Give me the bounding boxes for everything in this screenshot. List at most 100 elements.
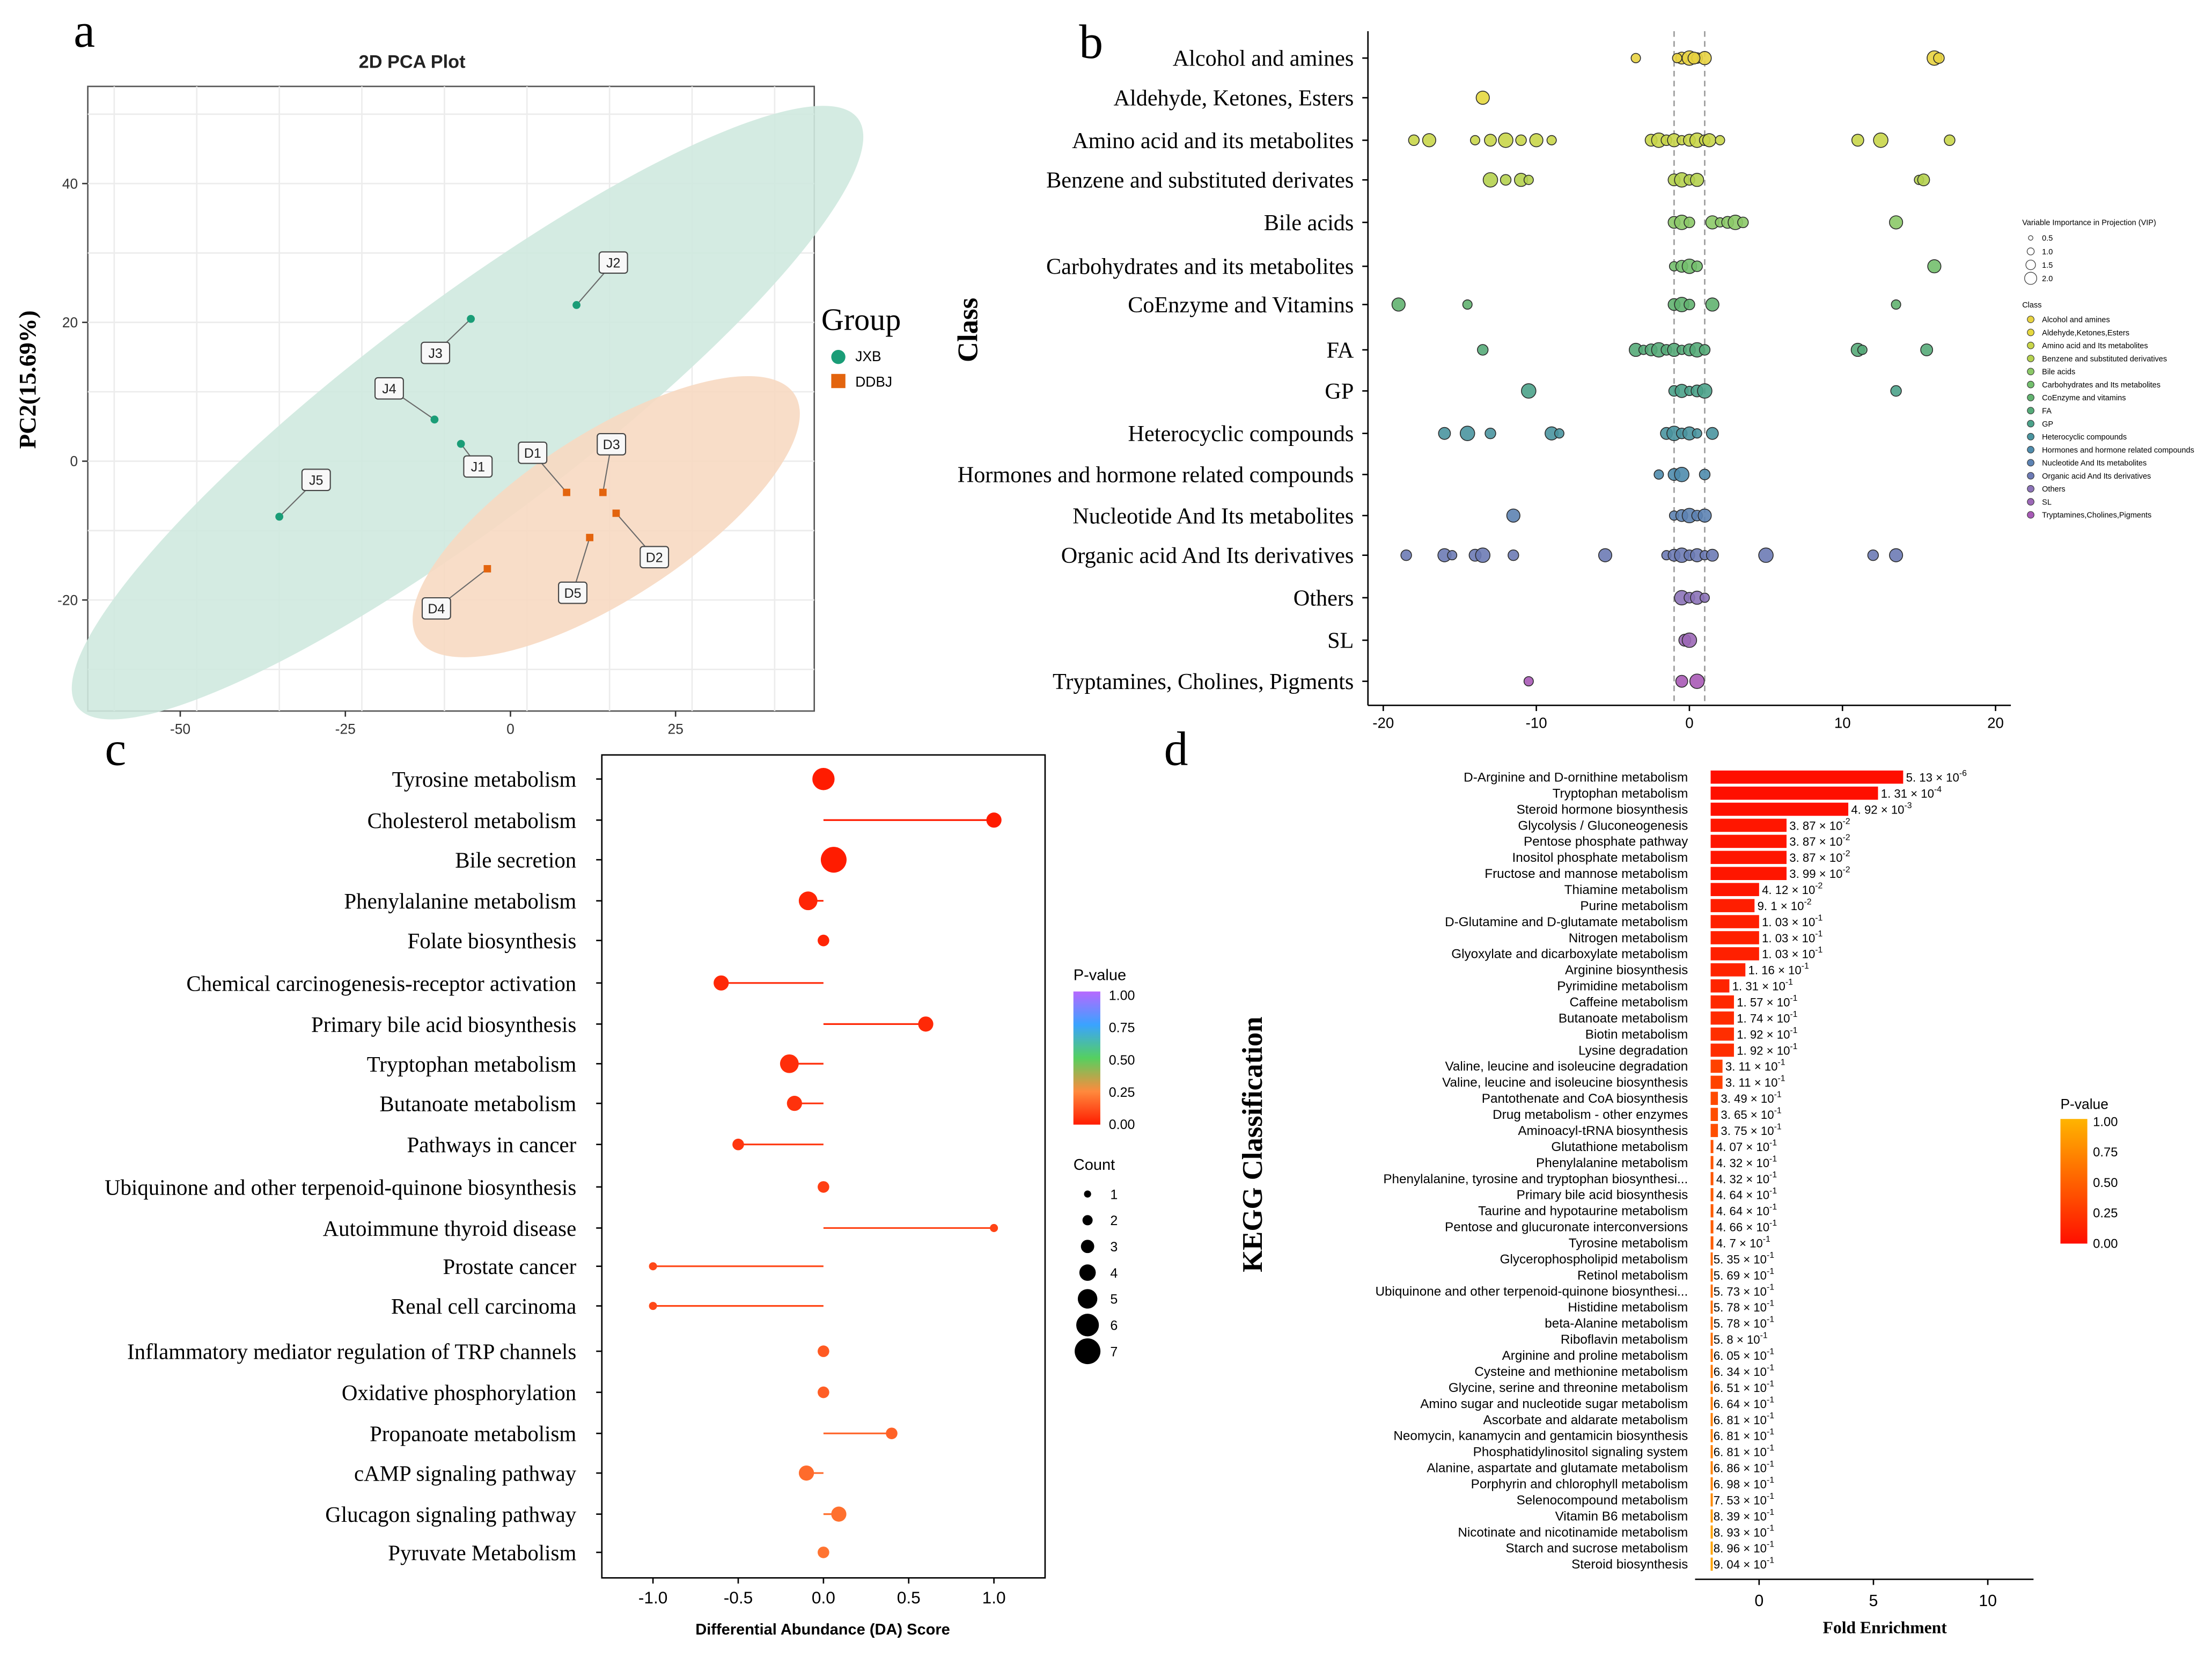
kegg-bar-label: 5. 78 × 10-1 — [1714, 1315, 1774, 1331]
pca-point-label-box — [463, 455, 493, 478]
kegg-bar-label-exponent: -1 — [1767, 1427, 1774, 1437]
pca-legend-ddbj-label: DDBJ — [855, 374, 892, 390]
kegg-category-label: Arginine and proline metabolism — [1502, 1349, 1688, 1363]
class-x-tick-label: 0 — [1685, 715, 1693, 731]
da-point — [820, 847, 847, 873]
kegg-category-label: Caffeine metabolism — [1570, 995, 1688, 1010]
da-pathway-label: Pathways in cancer — [407, 1133, 577, 1157]
class-metabolite-point — [1521, 383, 1537, 399]
kegg-bar-label-exponent: -1 — [1767, 1508, 1774, 1517]
kegg-bar — [1710, 995, 1734, 1009]
vip-legend-title: Variable Importance in Projection (VIP) — [2022, 219, 2156, 228]
kegg-bar — [1710, 834, 1787, 848]
da-pathway-label: Ubiquinone and other terpenoid-quinone b… — [105, 1175, 576, 1199]
class-metabolite-point — [1438, 427, 1451, 440]
kegg-bar — [1710, 1429, 1713, 1442]
class-metabolite-point — [1684, 216, 1695, 229]
pca-point-label-box — [597, 433, 627, 456]
kegg-bar-label: 3. 87 × 10-2 — [1789, 817, 1850, 833]
da-point — [886, 1427, 898, 1439]
class-label: Organic acid And Its derivatives — [1061, 543, 1354, 568]
kegg-category-label: Valine, leucine and isoleucine degradati… — [1445, 1059, 1688, 1074]
kegg-bar-label-exponent: -1 — [1767, 1395, 1774, 1404]
class-metabolite-point — [1515, 134, 1527, 146]
da-pvalue-colorbar — [1073, 991, 1100, 1125]
kegg-category-label: Glycerophospholipid metabolism — [1500, 1252, 1688, 1266]
kegg-bar-label-exponent: -1 — [1769, 1138, 1777, 1147]
kegg-bar — [1710, 1075, 1723, 1089]
pca-point-label: D3 — [603, 437, 620, 452]
kegg-bar-label-exponent: -2 — [1842, 817, 1850, 826]
kegg-panel: KEGG Classification Fold Enrichment 0 5 10… — [1237, 769, 2118, 1637]
kegg-bar-label-exponent: -2 — [1804, 897, 1811, 906]
pca-x-tick-label: 0 — [506, 721, 515, 737]
pca-panel: 2D PCA Plot PC2(15.69%) Group JXB DDBJ -… — [14, 52, 901, 737]
kegg-pvalue-tick: 1.00 — [2093, 1115, 2118, 1129]
kegg-bar — [1710, 1172, 1714, 1185]
pca-point-label: J2 — [606, 255, 620, 270]
kegg-category-label: Taurine and hypotaurine metabolism — [1478, 1204, 1688, 1219]
kegg-bar-label: 3. 99 × 10-2 — [1789, 866, 1850, 881]
class-legend: Variable Importance in Projection (VIP) … — [2022, 219, 2194, 520]
kegg-bar-label: 5. 35 × 10-1 — [1714, 1251, 1774, 1266]
kegg-bar-label: 3. 11 × 10-1 — [1725, 1074, 1785, 1090]
pca-point-jxb — [275, 512, 284, 521]
class-legend-label: CoEnzyme and vitamins — [2042, 394, 2126, 402]
kegg-bar — [1710, 1059, 1723, 1073]
class-label: GP — [1325, 379, 1354, 404]
da-count-label: 7 — [1110, 1344, 1118, 1359]
class-metabolite-point — [1758, 547, 1774, 563]
kegg-bar-label: 3. 87 × 10-2 — [1789, 849, 1850, 865]
class-legend-label: Carbohydrates and Its metabolites — [2042, 381, 2160, 390]
kegg-bar-label-exponent: -1 — [1767, 1476, 1774, 1485]
class-metabolite-point — [1462, 299, 1473, 310]
panel-d-letter: d — [1164, 722, 1188, 775]
kegg-category-label: D-Glutamine and D-glutamate metabolism — [1445, 915, 1688, 929]
pca-point-label-box — [640, 546, 670, 569]
class-metabolite-point — [1692, 428, 1702, 439]
kegg-category-label: Glycolysis / Gluconeogenesis — [1518, 818, 1688, 833]
pca-y-tick-label: 40 — [62, 175, 78, 192]
class-legend-key — [2027, 316, 2034, 324]
kegg-bar-label-exponent: -1 — [1767, 1524, 1774, 1533]
kegg-bar-label: 4. 64 × 10-1 — [1716, 1186, 1777, 1202]
class-metabolite-point — [1891, 299, 1901, 310]
class-metabolite-point — [1687, 52, 1701, 65]
kegg-bar-label: 1. 16 × 10-1 — [1748, 962, 1809, 977]
da-point — [818, 934, 829, 947]
kegg-bar-label: 8. 96 × 10-1 — [1714, 1540, 1774, 1556]
kegg-category-label: Alanine, aspartate and glutamate metabol… — [1427, 1461, 1688, 1476]
class-label: FA — [1327, 338, 1354, 363]
vip-size-label: 1.0 — [2042, 248, 2053, 257]
kegg-bar-label-exponent: -2 — [1815, 881, 1822, 890]
class-legend-label: FA — [2042, 407, 2052, 415]
pca-point-label-box — [421, 597, 451, 620]
kegg-category-label: Primary bile acid biosynthesis — [1517, 1188, 1688, 1203]
class-metabolite-point — [1674, 466, 1689, 482]
pca-legend-jxb-label: JXB — [855, 348, 881, 364]
kegg-bar — [1710, 1236, 1714, 1250]
kegg-bar-label-exponent: -1 — [1767, 1251, 1774, 1260]
kegg-bar — [1710, 979, 1730, 993]
pca-y-tick-label: 0 — [70, 453, 78, 470]
kegg-bar-label-exponent: -1 — [1767, 1492, 1774, 1501]
kegg-category-label: Aminoacyl-tRNA biosynthesis — [1518, 1124, 1688, 1138]
da-pvalue-tick: 0.75 — [1109, 1021, 1135, 1036]
da-pathway-label: Pyruvate Metabolism — [388, 1541, 576, 1565]
vip-size-key — [2025, 259, 2036, 270]
kegg-category-label: Butanoate metabolism — [1559, 1011, 1688, 1025]
kegg-bar — [1710, 1477, 1713, 1491]
da-point — [649, 1302, 657, 1310]
da-x-tick-label: -1.0 — [638, 1588, 668, 1607]
da-point — [818, 1181, 829, 1193]
class-legend-label: SL — [2042, 498, 2052, 507]
class-label: Benzene and substituted derivates — [1046, 168, 1354, 193]
kegg-bar-label: 4. 66 × 10-1 — [1716, 1219, 1777, 1234]
class-plot-area: -20 -10 0 10 20 Alcohol and amines Aldehyde, K… — [958, 31, 2011, 731]
kegg-bar-label: 6. 51 × 10-1 — [1714, 1379, 1774, 1395]
kegg-bar-label: 3. 87 × 10-2 — [1789, 833, 1850, 849]
pca-point-jxb — [572, 301, 580, 309]
kegg-category-label: Valine, leucine and isoleucine biosynthe… — [1442, 1075, 1688, 1090]
kegg-bar — [1710, 1091, 1718, 1105]
kegg-category-label: Phosphatidylinositol signaling system — [1473, 1445, 1688, 1460]
